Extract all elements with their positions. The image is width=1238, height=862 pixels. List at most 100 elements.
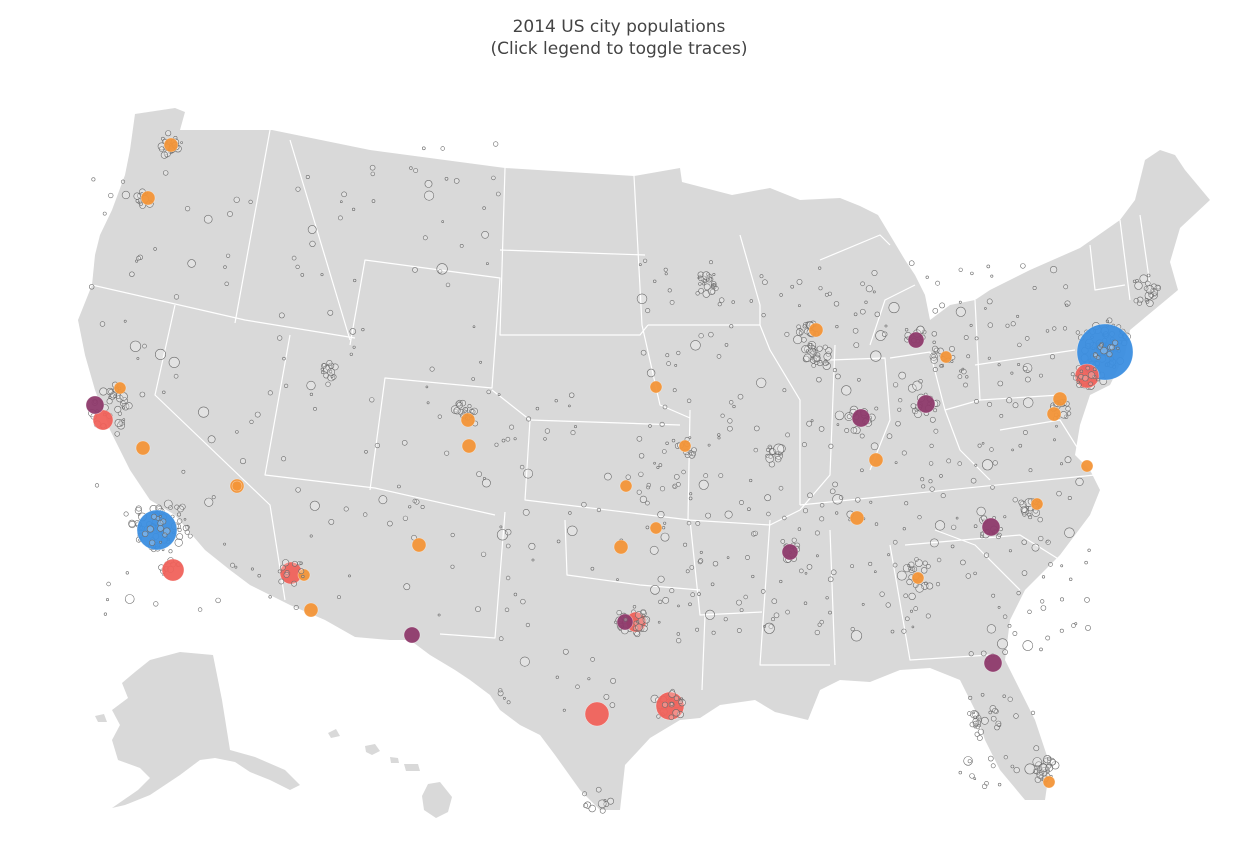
- city-marker: [932, 307, 939, 314]
- city-marker: [139, 391, 146, 398]
- city-marker-large: [584, 701, 610, 727]
- city-marker: [1020, 506, 1028, 513]
- city-marker: [963, 335, 969, 340]
- city-marker: [995, 720, 1002, 727]
- city-marker: [819, 516, 825, 522]
- city-marker: [1052, 326, 1057, 331]
- city-marker: [665, 353, 670, 358]
- city-marker: [698, 333, 704, 339]
- city-marker: [554, 399, 558, 403]
- city-marker: [106, 581, 111, 587]
- city-marker: [874, 406, 879, 411]
- city-marker: [661, 526, 666, 530]
- city-marker: [429, 366, 435, 372]
- city-marker: [588, 804, 596, 813]
- city-marker: [471, 377, 476, 381]
- city-marker: [438, 269, 443, 274]
- city-marker: [307, 225, 317, 234]
- city-marker: [1132, 279, 1137, 283]
- city-marker: [159, 146, 165, 152]
- city-marker: [990, 274, 994, 278]
- city-marker: [562, 648, 569, 655]
- city-marker: [957, 461, 962, 466]
- city-marker: [698, 479, 709, 490]
- chart-title: 2014 US city populations (Click legend t…: [0, 16, 1238, 60]
- city-marker: [986, 264, 991, 269]
- city-marker: [328, 519, 335, 525]
- city-marker: [268, 595, 272, 599]
- hawaii-island-3: [404, 764, 420, 771]
- city-marker: [520, 598, 526, 605]
- city-marker: [1144, 291, 1153, 300]
- city-marker: [695, 521, 701, 526]
- city-marker: [337, 595, 341, 600]
- city-marker: [804, 571, 808, 575]
- city-marker: [295, 487, 301, 493]
- city-marker: [940, 493, 946, 499]
- city-marker: [485, 262, 489, 266]
- city-marker: [646, 482, 651, 488]
- city-marker-large: [613, 539, 629, 555]
- city-marker: [702, 282, 706, 286]
- city-marker: [525, 622, 531, 628]
- city-marker: [885, 602, 891, 608]
- city-marker: [1018, 443, 1023, 448]
- city-marker: [784, 331, 790, 337]
- city-marker: [226, 253, 231, 258]
- city-marker: [610, 678, 616, 684]
- city-marker: [123, 319, 127, 323]
- city-marker: [321, 370, 325, 375]
- city-marker: [749, 478, 753, 483]
- city-marker: [806, 564, 813, 570]
- city-marker: [717, 433, 721, 437]
- city-marker: [493, 141, 499, 147]
- city-marker: [698, 282, 702, 286]
- city-marker: [662, 404, 668, 410]
- city-marker: [739, 608, 744, 613]
- city-marker: [678, 699, 683, 704]
- city-marker: [180, 141, 183, 144]
- city-marker: [1085, 625, 1091, 631]
- city-marker: [695, 291, 700, 296]
- city-marker: [1002, 649, 1008, 655]
- city-marker: [752, 530, 758, 536]
- city-marker: [1018, 499, 1025, 506]
- city-marker: [887, 553, 891, 557]
- city-marker: [870, 442, 879, 451]
- city-marker: [151, 513, 157, 520]
- city-marker: [401, 439, 408, 446]
- city-marker-large: [916, 394, 936, 414]
- city-marker: [1016, 590, 1021, 596]
- city-marker: [697, 592, 701, 596]
- city-marker: [1028, 468, 1033, 473]
- city-marker: [1068, 577, 1073, 581]
- city-marker: [935, 280, 940, 286]
- city-marker-large: [649, 380, 663, 394]
- city-marker: [1064, 456, 1072, 464]
- city-marker: [462, 407, 469, 413]
- city-marker: [135, 199, 140, 203]
- city-marker: [704, 609, 715, 620]
- city-marker: [173, 373, 179, 379]
- city-marker: [997, 532, 1002, 538]
- city-marker: [672, 483, 678, 489]
- city-marker: [1010, 321, 1016, 327]
- city-marker: [309, 392, 314, 397]
- city-marker: [904, 616, 910, 622]
- city-marker: [235, 430, 239, 434]
- city-marker: [1134, 281, 1143, 290]
- city-marker: [798, 304, 801, 308]
- city-marker: [1028, 515, 1033, 520]
- city-marker: [908, 592, 916, 601]
- city-marker: [673, 695, 680, 701]
- city-marker-large: [911, 571, 925, 585]
- city-marker: [911, 625, 915, 629]
- city-marker: [181, 469, 186, 474]
- city-marker: [1095, 355, 1101, 360]
- city-marker: [939, 364, 943, 368]
- city-marker: [802, 508, 808, 514]
- city-marker: [168, 505, 173, 510]
- city-marker: [102, 211, 107, 216]
- city-marker: [990, 485, 995, 490]
- city-marker: [902, 527, 906, 531]
